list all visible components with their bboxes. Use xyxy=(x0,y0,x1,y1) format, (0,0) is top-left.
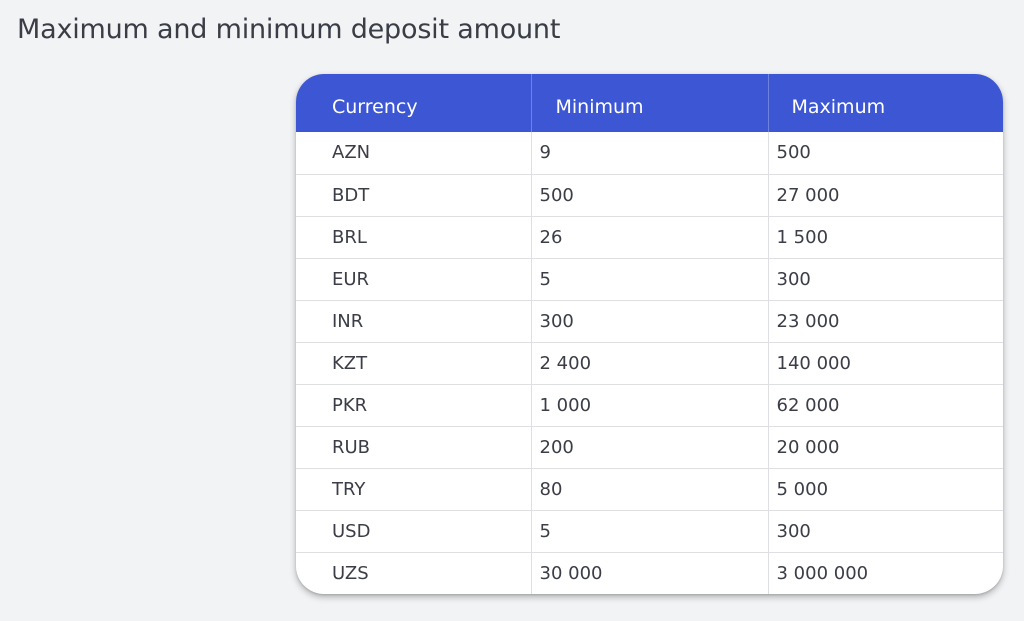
table-row: UZS 30 000 3 000 000 xyxy=(296,552,1003,594)
cell-maximum: 300 xyxy=(776,520,811,542)
cell-currency: AZN xyxy=(296,132,532,174)
table-row: USD 5 300 xyxy=(296,510,1003,552)
table-header-row: Currency Minimum Maximum xyxy=(296,74,1003,132)
cell-currency: PKR xyxy=(296,384,532,426)
table-body: AZN 9 500 BDT 500 27 000 BRL 26 1 500 EU… xyxy=(296,132,1003,594)
table-header: Currency Minimum Maximum xyxy=(296,74,1003,132)
column-header-currency: Currency xyxy=(296,74,532,132)
cell-minimum: 200 xyxy=(531,426,769,468)
cell-minimum: 5 xyxy=(531,510,769,552)
cell-minimum: 26 xyxy=(531,216,769,258)
cell-minimum: 2 400 xyxy=(531,342,769,384)
table-row: BRL 26 1 500 xyxy=(296,216,1003,258)
cell-maximum: 3 000 000 xyxy=(776,562,869,584)
cell-currency: EUR xyxy=(296,258,532,300)
cell-currency: BDT xyxy=(296,174,532,216)
cell-minimum: 300 xyxy=(531,300,769,342)
column-header-maximum: Maximum xyxy=(791,96,886,118)
column-header-minimum: Minimum xyxy=(531,74,769,132)
table-row: BDT 500 27 000 xyxy=(296,174,1003,216)
table-row: AZN 9 500 xyxy=(296,132,1003,174)
cell-minimum: 5 xyxy=(531,258,769,300)
cell-minimum: 500 xyxy=(531,174,769,216)
cell-currency: USD xyxy=(296,510,532,552)
table-row: PKR 1 000 62 000 xyxy=(296,384,1003,426)
cell-currency: TRY xyxy=(296,468,532,510)
cell-maximum: 62 000 xyxy=(776,394,840,416)
cell-maximum: 20 000 xyxy=(776,436,840,458)
table-row: INR 300 23 000 xyxy=(296,300,1003,342)
cell-currency: BRL xyxy=(296,216,532,258)
cell-maximum: 23 000 xyxy=(776,310,840,332)
cell-maximum: 27 000 xyxy=(776,184,840,206)
cell-currency: UZS xyxy=(296,552,532,594)
table-row: TRY 80 5 000 xyxy=(296,468,1003,510)
cell-currency: KZT xyxy=(296,342,532,384)
cell-minimum: 30 000 xyxy=(531,552,769,594)
cell-maximum: 5 000 xyxy=(776,478,829,500)
table-row: RUB 200 20 000 xyxy=(296,426,1003,468)
cell-maximum: 1 500 xyxy=(776,226,829,248)
cell-maximum: 300 xyxy=(776,268,811,290)
cell-minimum: 9 xyxy=(531,132,769,174)
cell-currency: INR xyxy=(296,300,532,342)
cell-minimum: 80 xyxy=(531,468,769,510)
deposit-limits-table: Currency Minimum Maximum AZN 9 500 BDT 5… xyxy=(296,74,1003,594)
table-row: KZT 2 400 140 000 xyxy=(296,342,1003,384)
cell-maximum: 500 xyxy=(776,142,811,164)
cell-minimum: 1 000 xyxy=(531,384,769,426)
cell-maximum: 140 000 xyxy=(776,352,851,374)
page-title: Maximum and minimum deposit amount xyxy=(17,14,561,45)
table-row: EUR 5 300 xyxy=(296,258,1003,300)
cell-currency: RUB xyxy=(296,426,532,468)
deposit-limits-table-card: Currency Minimum Maximum AZN 9 500 BDT 5… xyxy=(296,74,1003,594)
